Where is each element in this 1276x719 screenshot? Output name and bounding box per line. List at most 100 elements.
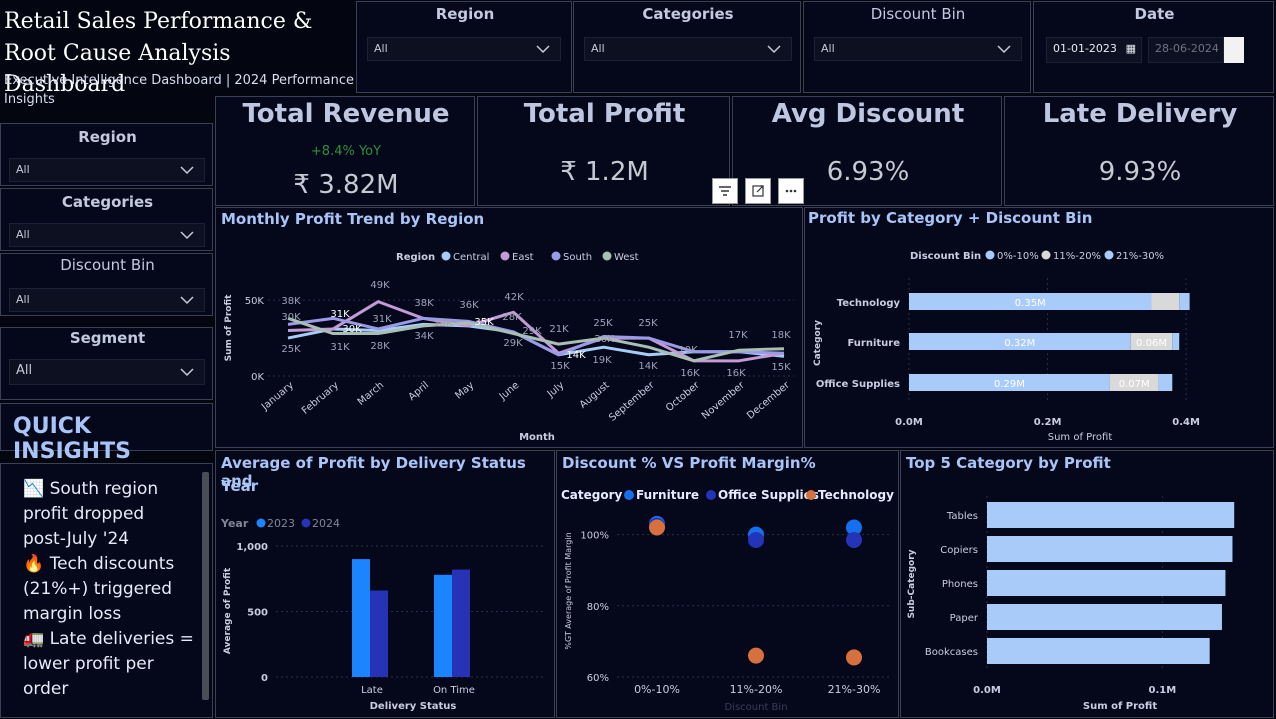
y-tick-label: 1,000 [236,542,268,553]
legend-item: Technology [818,488,894,502]
x-tick-label: October [664,379,702,414]
chart-title-line1: Average of Profit by Delivery Status and [221,454,526,490]
date-start-value: 01-01-2023 [1053,42,1117,55]
chart-down-icon: 📉 [23,479,45,499]
kpi-avg-discount: Avg Discount 6.93% [732,96,1002,206]
series-line-south [287,316,785,357]
insight-text: profit dropped [23,504,145,524]
data-label: 0.07M [1119,379,1150,390]
monthly-profit-line-chart: Region Central East South West 0K 50K Sum of Pr… [224,251,794,443]
legend-marker [1041,250,1051,260]
more-options-icon[interactable] [778,178,804,204]
side-discount-bin-dropdown[interactable]: All [9,288,205,312]
focus-mode-icon[interactable] [745,178,771,204]
title-block: Retail Sales Performance & Root Cause An… [0,0,355,115]
legend-item: South [563,252,592,263]
insight-text: (21%+) triggered [23,579,172,599]
top5-category-panel: Top 5 Category by Profit 0.0M 0.1M Sum of … [900,450,1274,718]
date-start-input[interactable]: 01-01-2023 ▦ [1046,37,1142,63]
x-tick-label: Late [361,685,383,696]
insight-text: lower profit per [23,654,154,674]
side-categories-dropdown[interactable]: All [9,223,205,247]
legend-marker [1104,250,1114,260]
x-tick-label: 11%-20% [730,683,783,696]
x-tick-label: 0.4M [1172,417,1200,428]
discount-bin-dropdown[interactable]: All [814,37,1022,61]
data-label: 25K [281,344,301,355]
y-axis-label: %GT Average of Profit Margin [564,532,573,649]
x-tick-label: 21%-30% [828,683,881,696]
top-filter-region: Region All [356,1,572,93]
calendar-icon[interactable]: ▦ [1125,42,1136,55]
bar-segment [909,293,1152,310]
y-tick-label: 60% [587,673,609,684]
chart-title: Monthly Profit Trend by Region [221,210,485,228]
bar [370,590,388,677]
discount-bin-dropdown-value: All [821,42,835,55]
kpi-title: Avg Discount [771,99,965,129]
discount-vs-margin-panel: Discount % VS Profit Margin% Category Fur… [556,450,899,718]
filter-label-region: Region [435,5,495,23]
legend-item: 11%-20% [1053,251,1101,262]
chart-title: Profit by Category + Discount Bin [808,209,1093,227]
data-label: 10K [678,345,698,356]
x-tick-label: 0.1M [1148,685,1176,696]
side-filter-label-segment: Segment [69,329,146,347]
legend-marker [706,490,716,500]
visual-header-toolbar [712,178,806,204]
legend-label: Category [561,488,623,502]
kpi-delta: +8.4% YoY [310,144,382,159]
y-axis-label: Sum of Profit [224,294,234,362]
chart-title-line2: Year [221,477,259,495]
legend-marker [441,251,451,261]
date-end-input[interactable]: 28-06-2024 [1148,37,1224,63]
legend-marker [551,251,561,261]
data-label: 49K [370,280,390,291]
data-label: 0.29M [994,379,1025,390]
x-tick-label: 0.0M [895,417,923,428]
data-label: 33K [433,318,453,329]
legend-item: Furniture [636,488,699,502]
top-filter-date: Date 01-01-2023 ▦ 28-06-2024 [1033,1,1274,93]
side-filter-label-discount-bin: Discount Bin [60,256,155,274]
kpi-total-profit: Total Profit ₹ 1.2M [477,96,730,206]
region-dropdown-value: All [374,42,388,55]
y-tick-label: 50K [245,296,265,307]
date-slider-handle[interactable] [1224,37,1244,63]
chevron-down-icon [536,45,550,54]
data-label: 0.35M [1015,298,1046,309]
data-label: 25K [593,318,613,329]
data-label: 16K [726,368,746,379]
scatter-point [846,519,862,536]
y-tick-label: Paper [950,613,979,624]
region-dropdown[interactable]: All [367,37,561,61]
bar [987,570,1226,596]
segment-value: All [16,363,33,378]
segment-dropdown[interactable]: All [9,359,205,385]
insights-scrollbar[interactable] [202,472,209,700]
data-label: 21K [549,324,569,335]
delivery-status-panel: Average of Profit by Delivery Status and… [215,450,555,718]
data-label: 42K [504,292,524,303]
quick-insights-header: QUICK INSIGHTS [0,403,213,464]
filter-icon[interactable] [712,178,738,204]
insight-text: post-July '24 [23,529,130,549]
x-tick-label: 0%-10% [634,683,680,696]
categories-dropdown[interactable]: All [584,37,792,61]
x-tick-label: May [453,380,476,402]
side-region-dropdown[interactable]: All [9,158,205,182]
filter-label-discount-bin: Discount Bin [870,5,966,23]
bar-segment [1109,374,1159,391]
data-label: 15K [771,362,791,373]
monthly-profit-trend-panel: Monthly Profit Trend by Region Region Cen… [215,207,803,448]
bar-segment [1130,333,1173,350]
kpi-value: 6.93% [826,157,910,187]
data-label: 0.06M [1136,338,1167,349]
data-label: 34K [414,331,434,342]
data-label: 17K [728,330,748,341]
insight-text: Late deliveries = [49,629,194,649]
x-tick-label: January [259,380,296,413]
discount-vs-margin-scatter-chart: Category Furniture Office Supplies Technolo… [561,488,894,713]
data-label: 38K [281,296,301,307]
data-label: 19K [592,355,612,366]
